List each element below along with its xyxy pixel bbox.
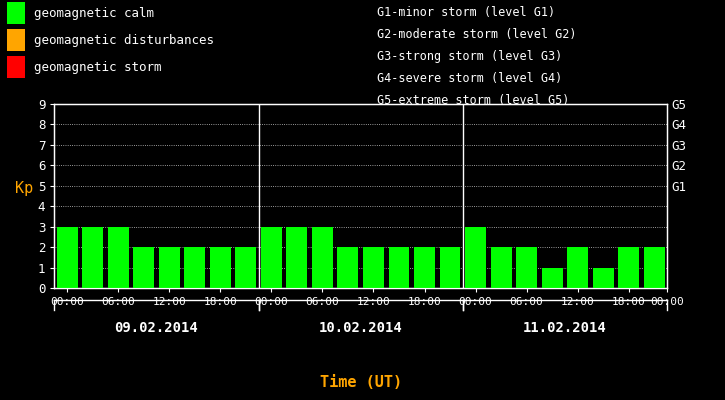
Bar	[337, 247, 358, 288]
Bar	[108, 227, 128, 288]
Bar	[184, 247, 205, 288]
Text: Time (UT): Time (UT)	[320, 375, 402, 390]
Bar	[312, 227, 333, 288]
Text: 10.02.2014: 10.02.2014	[319, 321, 402, 335]
Bar	[236, 247, 256, 288]
Bar	[57, 227, 78, 288]
Bar	[516, 247, 537, 288]
Bar	[286, 227, 307, 288]
Text: G2-moderate storm (level G2): G2-moderate storm (level G2)	[377, 28, 576, 41]
Bar	[567, 247, 588, 288]
Bar	[439, 247, 460, 288]
Bar	[210, 247, 231, 288]
Bar	[465, 227, 486, 288]
Text: 09.02.2014: 09.02.2014	[115, 321, 199, 335]
Bar	[159, 247, 180, 288]
Bar	[261, 227, 282, 288]
Text: G3-strong storm (level G3): G3-strong storm (level G3)	[377, 50, 563, 63]
Bar	[542, 268, 563, 288]
Text: geomagnetic calm: geomagnetic calm	[34, 6, 154, 20]
Text: G5-extreme storm (level G5): G5-extreme storm (level G5)	[377, 94, 569, 107]
Text: geomagnetic storm: geomagnetic storm	[34, 61, 162, 74]
Text: G4-severe storm (level G4): G4-severe storm (level G4)	[377, 72, 563, 85]
Bar	[593, 268, 613, 288]
Bar	[618, 247, 639, 288]
Bar	[389, 247, 410, 288]
Bar	[491, 247, 512, 288]
Text: G1-minor storm (level G1): G1-minor storm (level G1)	[377, 6, 555, 19]
Text: geomagnetic disturbances: geomagnetic disturbances	[34, 34, 214, 47]
Bar	[133, 247, 154, 288]
Bar	[363, 247, 384, 288]
Bar	[82, 227, 103, 288]
Y-axis label: Kp: Kp	[14, 181, 33, 196]
Bar	[644, 247, 665, 288]
Bar	[414, 247, 435, 288]
Text: 11.02.2014: 11.02.2014	[523, 321, 607, 335]
